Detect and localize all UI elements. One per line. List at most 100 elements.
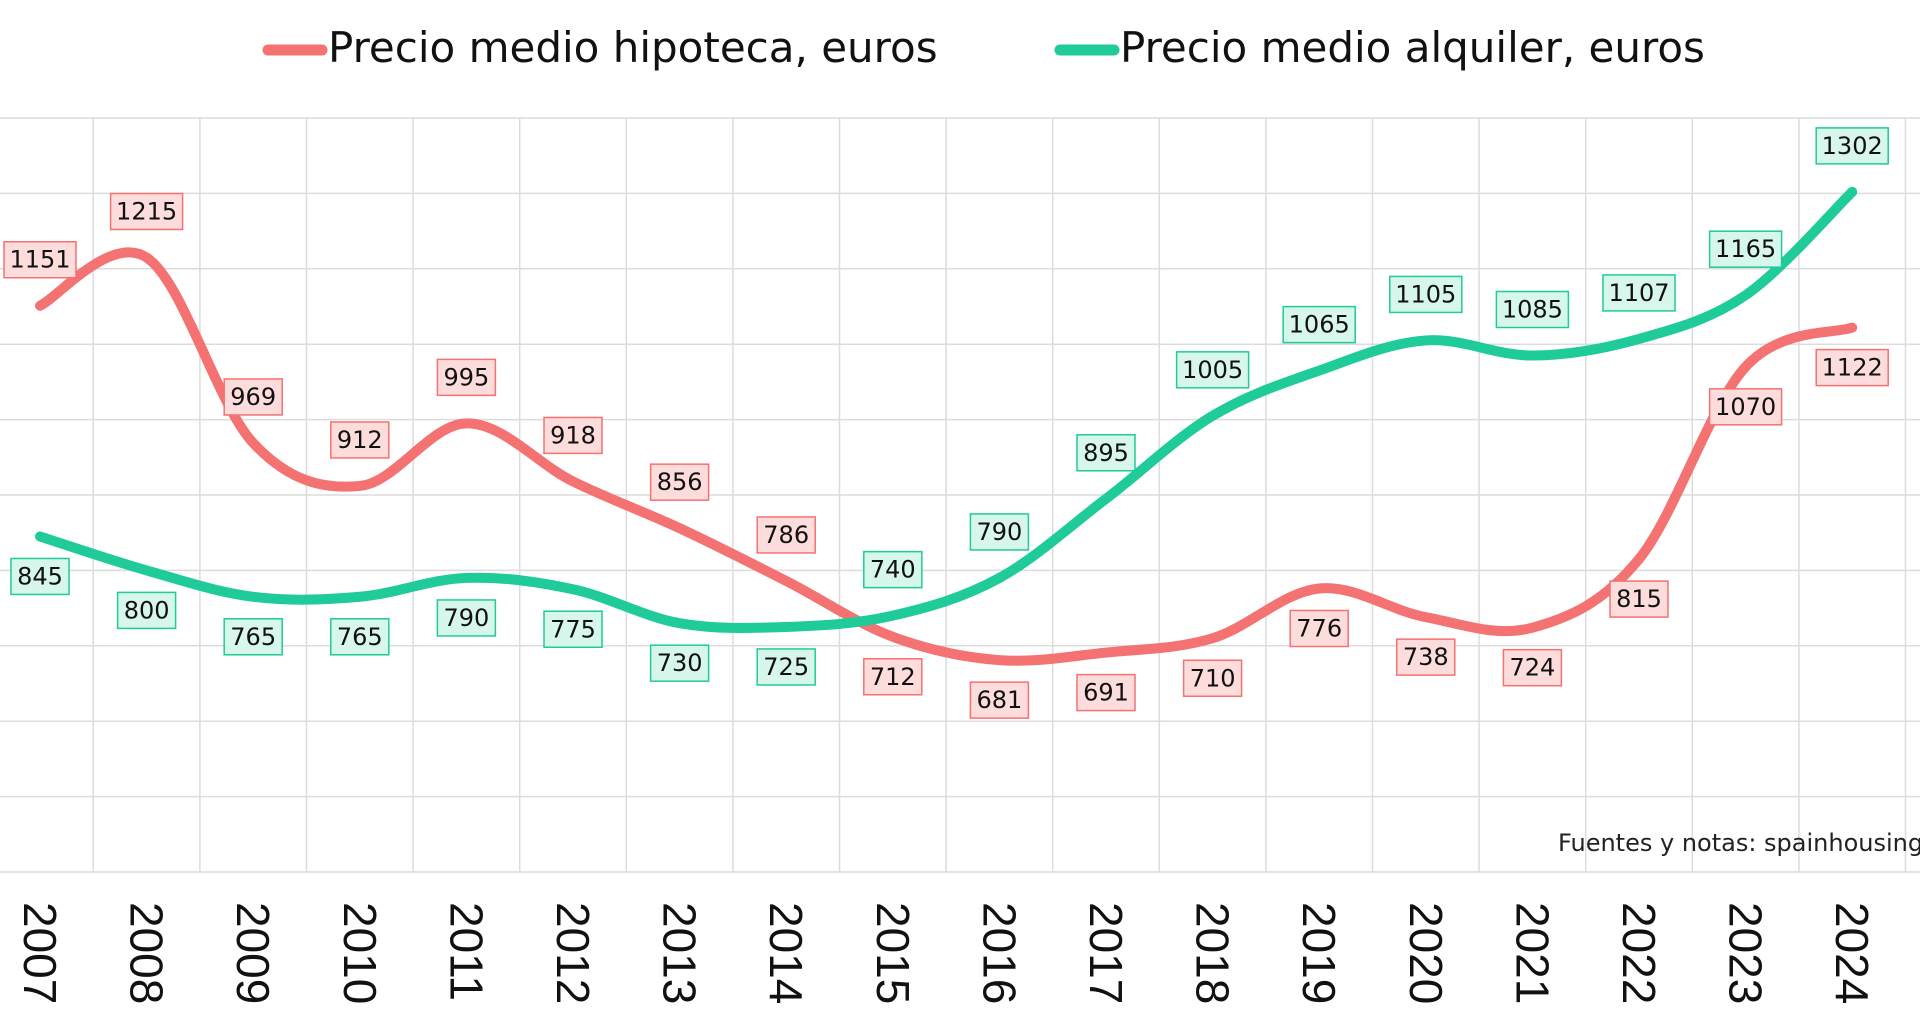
x-tick-label: 2010 — [334, 902, 386, 1004]
data-label-mortgage: 724 — [1502, 648, 1563, 687]
data-label-box — [969, 513, 1030, 551]
data-label-value: 995 — [443, 363, 489, 391]
legend: Precio medio hipoteca, euros Precio medi… — [262, 23, 1705, 72]
data-label-value: 740 — [870, 556, 916, 584]
x-tick-label: 2023 — [1720, 902, 1772, 1004]
data-label-rent: 1085 — [1495, 290, 1570, 329]
data-label-value: 1105 — [1395, 280, 1456, 308]
data-label-value: 1085 — [1502, 296, 1563, 324]
data-label-value: 856 — [657, 468, 703, 496]
data-label-value: 1302 — [1822, 132, 1883, 160]
data-label-rent: 1065 — [1282, 305, 1356, 344]
x-tick-label: 2024 — [1826, 902, 1878, 1004]
data-label-box — [1389, 275, 1463, 314]
data-label-mortgage: 912 — [330, 421, 390, 459]
legend-label-mortgage: Precio medio hipoteca, euros — [328, 23, 938, 72]
data-label-value: 775 — [550, 615, 596, 643]
data-label-box — [1396, 638, 1456, 676]
data-label-box — [1495, 290, 1570, 329]
data-label-box — [1708, 230, 1783, 268]
data-label-rent: 730 — [649, 644, 710, 682]
x-axis-ticks: 2007 2008 2009 2010 2011 2012 2013 2014 2015 2016… — [14, 902, 1878, 1004]
data-label-value: 712 — [870, 663, 916, 691]
data-label-box — [649, 463, 710, 501]
data-label-value: 790 — [976, 518, 1022, 546]
data-label-rent: 740 — [863, 550, 923, 589]
data-label-box — [1602, 274, 1676, 312]
data-label-box — [1076, 434, 1136, 472]
x-tick-label: 2020 — [1400, 902, 1452, 1004]
data-label-rent: 790 — [969, 513, 1030, 551]
data-label-box — [1289, 609, 1349, 648]
data-label-box — [1182, 659, 1243, 698]
data-label-value: 1070 — [1715, 393, 1776, 421]
data-label-mortgage: 1215 — [109, 192, 184, 231]
data-label-value: 738 — [1403, 643, 1449, 671]
x-tick-label: 2015 — [867, 902, 919, 1004]
data-label-box — [543, 416, 603, 455]
data-label-value: 765 — [230, 623, 276, 651]
data-label-mortgage: 681 — [969, 681, 1030, 719]
data-label-box — [223, 378, 283, 416]
data-label-value: 1165 — [1715, 235, 1776, 263]
data-label-box — [330, 618, 390, 656]
data-label-value: 1151 — [9, 246, 70, 274]
data-label-rent: 1105 — [1389, 275, 1463, 314]
data-label-mortgage: 995 — [436, 358, 497, 397]
x-tick-label: 2016 — [973, 902, 1025, 1004]
data-label-value: 918 — [550, 421, 596, 449]
data-label-value: 1065 — [1289, 311, 1350, 339]
x-tick-label: 2007 — [14, 902, 66, 1004]
data-label-value: 681 — [976, 686, 1022, 714]
data-label-box — [109, 192, 184, 231]
data-label-rent: 765 — [223, 618, 283, 656]
data-label-mortgage: 918 — [543, 416, 603, 455]
data-label-box — [969, 681, 1030, 719]
data-label-box — [223, 618, 283, 656]
data-label-rent: 765 — [330, 618, 390, 656]
data-label-box — [756, 648, 816, 686]
legend-item-mortgage: Precio medio hipoteca, euros — [262, 23, 938, 72]
x-tick-label: 2011 — [440, 902, 492, 1001]
x-tick-label: 2009 — [227, 902, 279, 1004]
data-label-box — [863, 550, 923, 589]
data-label-value: 725 — [763, 653, 809, 681]
data-label-value: 691 — [1083, 679, 1129, 707]
data-label-value: 1107 — [1608, 279, 1669, 307]
data-label-box — [649, 644, 710, 682]
data-label-mortgage: 710 — [1182, 659, 1243, 698]
data-label-box — [1609, 580, 1669, 618]
data-label-box — [1502, 648, 1563, 687]
data-label-value: 776 — [1296, 614, 1342, 642]
data-label-value: 710 — [1190, 664, 1236, 692]
data-label-box — [863, 658, 923, 696]
series-line-mortgage — [35, 247, 1858, 666]
data-label-rent: 1107 — [1602, 274, 1676, 312]
data-label-box — [3, 240, 77, 279]
data-label-value: 895 — [1083, 439, 1129, 467]
x-tick-label: 2013 — [654, 902, 706, 1004]
data-label-value: 765 — [337, 623, 383, 651]
data-label-rent: 800 — [116, 591, 177, 630]
data-label-mortgage: 776 — [1289, 609, 1349, 648]
legend-item-rent: Precio medio alquiler, euros — [1054, 23, 1705, 72]
series-line-rent — [35, 186, 1858, 634]
data-label-mortgage: 969 — [223, 378, 283, 416]
data-label-value: 969 — [230, 383, 276, 411]
x-tick-label: 2022 — [1613, 902, 1665, 1004]
x-tick-label: 2019 — [1293, 902, 1345, 1004]
data-label-rent: 1165 — [1708, 230, 1783, 268]
x-tick-label: 2021 — [1506, 902, 1558, 1004]
data-label-box — [1815, 127, 1889, 165]
data-label-mortgage: 691 — [1076, 673, 1136, 712]
data-label-value: 845 — [17, 562, 63, 590]
data-label-value: 724 — [1509, 654, 1555, 682]
data-label-value: 786 — [763, 521, 809, 549]
legend-label-rent: Precio medio alquiler, euros — [1120, 23, 1705, 72]
gridlines — [0, 117, 1920, 873]
data-label-box — [1708, 388, 1783, 426]
data-label-value: 1215 — [116, 197, 177, 225]
data-label-box — [543, 610, 603, 648]
data-label-value: 1122 — [1822, 354, 1883, 382]
